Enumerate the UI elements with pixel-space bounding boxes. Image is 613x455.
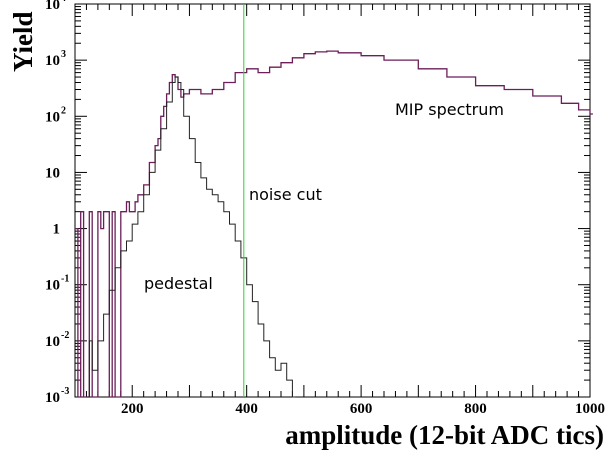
mip-label: MIP spectrum [395, 100, 504, 119]
y-tick-label: 10 [45, 0, 60, 13]
ylabel: Yield [8, 12, 38, 73]
series-pedestal [86, 76, 296, 398]
series-layer [75, 50, 593, 398]
x-tick-label: 600 [350, 401, 373, 417]
x-tick-label: 1000 [575, 401, 605, 417]
plot-frame [74, 3, 591, 398]
y-tick-exponent: 4 [61, 0, 66, 4]
y-tick-label: 10 [45, 109, 60, 125]
series-total [75, 50, 593, 398]
y-tick-exponent: -1 [61, 274, 69, 285]
y-tick-label: 10 [45, 334, 60, 350]
y-tick-exponent: -3 [61, 386, 69, 397]
y-tick-label: 10 [45, 165, 60, 181]
x-tick-label: 400 [235, 401, 258, 417]
y-tick-label: 10 [45, 278, 60, 294]
y-tick-exponent: -2 [61, 330, 69, 341]
noise-label: noise cut [249, 185, 322, 204]
y-tick-label: 1 [53, 222, 61, 238]
y-tick-exponent: 3 [61, 49, 66, 60]
y-tick-exponent: 2 [61, 105, 66, 116]
y-tick-label: 10 [45, 390, 60, 406]
x-tick-label: 800 [464, 401, 487, 417]
pedestal-label: pedestal [144, 274, 213, 293]
y-tick-label: 10 [45, 53, 60, 69]
xlabel: amplitude (12-bit ADC tics) [285, 420, 604, 450]
x-tick-label: 200 [121, 401, 144, 417]
